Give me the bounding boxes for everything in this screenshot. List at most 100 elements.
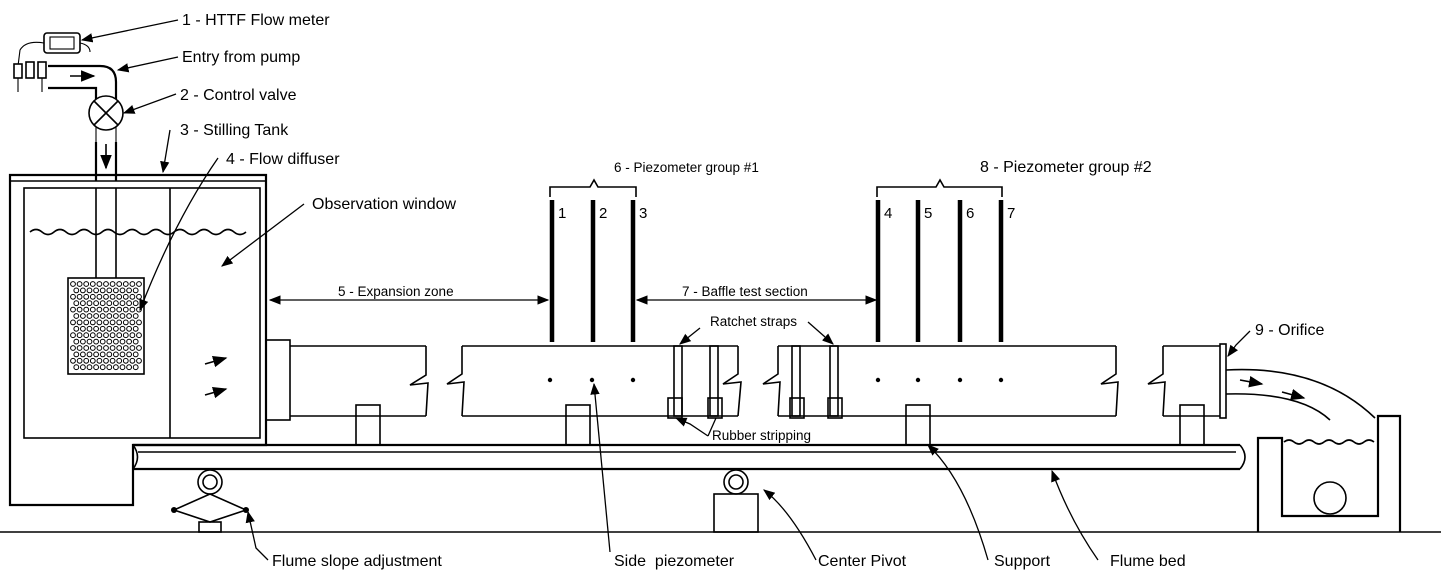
diffuser-hole xyxy=(116,357,123,364)
diffuser-hole xyxy=(109,281,116,287)
diffuser-hole xyxy=(129,281,136,287)
label-baffle-test-section: 7 - Baffle test section xyxy=(682,284,808,299)
diffuser-hole xyxy=(86,364,93,371)
diffuser-hole xyxy=(113,287,119,294)
piezometer-number: 4 xyxy=(884,205,892,222)
piezometer-tubes-group-2 xyxy=(875,200,1004,342)
diffuser-hole xyxy=(76,319,83,326)
diffuser-hole xyxy=(119,351,126,358)
piezometer-number: 7 xyxy=(1007,205,1015,222)
diffuser-hole xyxy=(86,313,93,319)
diffuser-hole xyxy=(96,281,103,287)
flow-meter-icon xyxy=(13,32,91,92)
label-support: Support xyxy=(994,553,1051,570)
diffuser-hole xyxy=(80,325,86,332)
diffuser-hole xyxy=(106,351,113,358)
diffuser-hole xyxy=(103,306,109,313)
diffuser-hole xyxy=(99,325,106,332)
diffuser-hole xyxy=(103,281,109,287)
diffuser-hole xyxy=(83,345,90,351)
baffle-joints xyxy=(667,345,843,419)
diffuser-hole xyxy=(70,281,76,287)
diffuser-hole xyxy=(96,293,103,300)
diffuser-hole xyxy=(93,338,99,345)
side-piezometer-dots xyxy=(547,377,1004,383)
diffuser-hole xyxy=(89,293,96,300)
diffuser-hole xyxy=(126,313,133,319)
diffuser-hole xyxy=(96,345,103,351)
diffuser-hole xyxy=(109,293,116,300)
diffuser-hole xyxy=(89,306,96,313)
diffuser-hole xyxy=(129,319,136,326)
diffuser-hole xyxy=(80,351,86,358)
diffuser-hole xyxy=(86,338,93,345)
diffuser-hole xyxy=(76,306,83,313)
label-expansion-zone: 5 - Expansion zone xyxy=(338,284,454,299)
diffuser-hole xyxy=(136,281,142,287)
diffuser-hole xyxy=(70,319,76,326)
diffuser-hole xyxy=(129,306,136,313)
diffuser-hole xyxy=(80,338,86,345)
flume-bed xyxy=(132,443,1246,471)
supports xyxy=(355,404,1205,446)
diffuser-hole xyxy=(109,319,116,326)
diffuser-hole xyxy=(136,345,142,351)
diffuser-hole xyxy=(106,313,113,319)
brace-group-2 xyxy=(876,178,1003,197)
diffuser-hole xyxy=(83,319,90,326)
diffuser-hole xyxy=(76,332,83,339)
diffuser-hole xyxy=(73,364,80,371)
diffuser-hole xyxy=(73,313,80,319)
label-flow-diffuser: 4 - Flow diffuser xyxy=(226,151,340,168)
slope-adjustment-jack xyxy=(171,469,249,533)
diffuser-hole xyxy=(106,338,113,345)
diffuser-hole xyxy=(70,345,76,351)
diffuser-hole xyxy=(132,300,139,307)
diffuser-hole xyxy=(99,313,106,319)
center-pivot xyxy=(713,469,759,533)
diffuser-hole xyxy=(73,300,80,307)
diffuser-hole xyxy=(119,338,126,345)
diffuser-hole xyxy=(70,332,76,339)
diffuser-hole xyxy=(103,293,109,300)
diffuser-hole xyxy=(86,351,93,358)
diffuser-hole xyxy=(132,338,139,345)
diffuser-hole xyxy=(76,357,83,364)
diffuser-hole xyxy=(113,351,119,358)
diffuser-hole xyxy=(106,300,113,307)
diffuser-hole xyxy=(93,325,99,332)
diffuser-hole xyxy=(109,332,116,339)
diffuser-hole xyxy=(122,293,129,300)
diffuser-hole xyxy=(106,325,113,332)
stilling-tank xyxy=(8,173,268,507)
diffuser-hole xyxy=(83,357,90,364)
diffuser-hole xyxy=(99,287,106,294)
diffuser-hole xyxy=(106,287,113,294)
diffuser-hole xyxy=(129,357,136,364)
diffuser-hole xyxy=(126,364,133,371)
diffuser-hole xyxy=(116,345,123,351)
diffuser-hole xyxy=(86,325,93,332)
label-stilling-tank: 3 - Stilling Tank xyxy=(180,122,289,139)
diffuser-hole xyxy=(73,351,80,358)
label-rubber-stripping: Rubber stripping xyxy=(712,428,811,443)
diffuser-hole xyxy=(70,293,76,300)
label-control-valve: 2 - Control valve xyxy=(180,87,297,104)
diffuser-hole xyxy=(76,293,83,300)
diffuser-hole xyxy=(89,319,96,326)
diffuser-hole xyxy=(89,357,96,364)
diffuser-hole xyxy=(80,287,86,294)
diffuser-hole xyxy=(73,287,80,294)
label-entry-from-pump: Entry from pump xyxy=(182,49,300,66)
diffuser-hole xyxy=(126,287,133,294)
diffuser-hole xyxy=(126,300,133,307)
diffuser-hole xyxy=(93,287,99,294)
diffuser-hole xyxy=(109,345,116,351)
diffuser-hole xyxy=(96,306,103,313)
catch-tank xyxy=(1256,414,1402,532)
diffuser-hole xyxy=(73,338,80,345)
label-side-piezometer: Side piezometer xyxy=(614,553,735,570)
label-orifice: 9 - Orifice xyxy=(1255,322,1324,339)
diffuser-hole xyxy=(122,332,129,339)
